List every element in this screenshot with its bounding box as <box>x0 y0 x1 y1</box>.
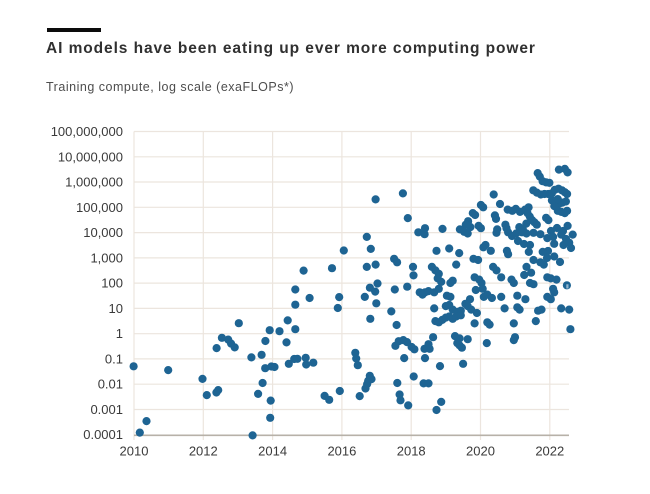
svg-text:100: 100 <box>101 276 123 291</box>
svg-text:2010: 2010 <box>120 444 149 459</box>
svg-text:0.0001: 0.0001 <box>83 427 123 442</box>
svg-text:10: 10 <box>109 301 123 316</box>
svg-text:2016: 2016 <box>327 444 356 459</box>
svg-text:0.01: 0.01 <box>98 377 123 392</box>
svg-text:2022: 2022 <box>535 444 564 459</box>
svg-text:10,000,000: 10,000,000 <box>58 149 123 164</box>
svg-text:1: 1 <box>116 326 123 341</box>
svg-text:2020: 2020 <box>466 444 495 459</box>
svg-text:2014: 2014 <box>258 444 287 459</box>
svg-text:1,000,000: 1,000,000 <box>65 175 123 190</box>
svg-text:100,000,000: 100,000,000 <box>51 124 123 139</box>
svg-text:1,000: 1,000 <box>90 250 123 265</box>
svg-text:10,000: 10,000 <box>83 225 123 240</box>
svg-text:2012: 2012 <box>189 444 218 459</box>
svg-text:0.1: 0.1 <box>105 351 123 366</box>
svg-text:0.001: 0.001 <box>90 402 123 417</box>
svg-text:2018: 2018 <box>397 444 426 459</box>
svg-text:100,000: 100,000 <box>76 200 123 215</box>
